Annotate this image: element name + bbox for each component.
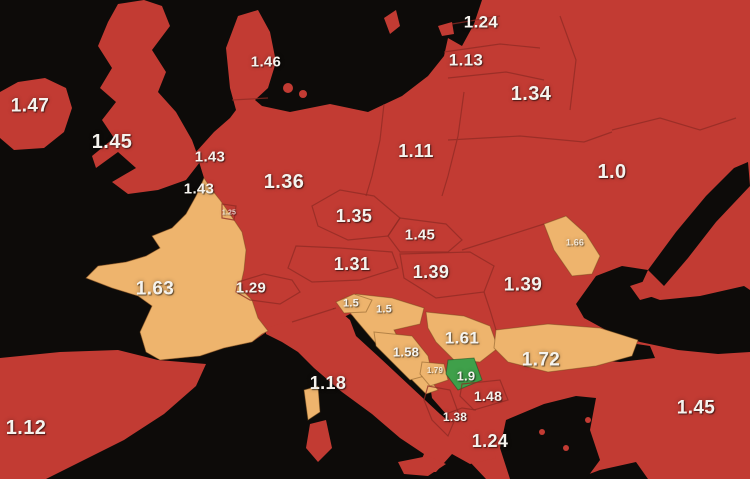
value-label-albania: 1.38 — [442, 410, 468, 424]
country-italy-shape — [266, 308, 496, 472]
value-label-north-macedonia: 1.48 — [473, 388, 503, 404]
country-serbia-shape — [425, 311, 499, 363]
value-label-italy: 1.18 — [309, 373, 347, 393]
country-kosovo-shape — [445, 357, 483, 391]
country-slovakia-border — [387, 217, 463, 253]
country-moldova-shape — [543, 215, 601, 277]
country-united-kingdom-shape — [92, 0, 200, 194]
interior-borders — [231, 15, 737, 415]
country-bulgaria-shape — [493, 323, 639, 373]
value-label-germany: 1.36 — [263, 171, 305, 193]
island-sicily-shape — [398, 456, 446, 476]
country-slovenia-shape — [335, 293, 373, 314]
aegean-sea-shape — [500, 396, 600, 479]
value-label-moldova: 1.66 — [565, 237, 585, 248]
aegean-island-shape — [585, 417, 591, 423]
value-label-bosnia: 1.58 — [392, 344, 420, 360]
value-label-united-kingdom: 1.45 — [91, 131, 133, 153]
value-label-france: 1.63 — [135, 278, 175, 300]
island-zealand-shape — [283, 83, 293, 93]
value-label-bulgaria: 1.72 — [521, 349, 561, 371]
country-spain-shape — [0, 350, 206, 479]
island-corsica-shape — [303, 385, 321, 421]
country-ireland-shape — [0, 78, 72, 150]
aegean-island-shape — [539, 429, 545, 435]
value-label-kosovo: 1.9 — [456, 368, 476, 384]
aegean-island-shape — [563, 445, 569, 451]
value-label-romania: 1.39 — [503, 274, 543, 296]
value-label-ukraine: 1.0 — [597, 161, 627, 183]
value-label-poland: 1.11 — [398, 141, 434, 161]
country-albania-border — [423, 385, 459, 438]
country-switzerland-border — [235, 273, 301, 305]
value-label-switzerland: 1.29 — [235, 279, 267, 297]
island-gotland-shape — [384, 10, 400, 34]
black-sea-shape — [576, 266, 750, 354]
value-label-greece: 1.24 — [471, 431, 509, 451]
island-funen-shape — [299, 90, 307, 98]
value-label-lithuania: 1.13 — [448, 50, 484, 70]
value-label-ireland: 1.47 — [10, 95, 50, 117]
value-label-slovakia: 1.45 — [404, 226, 436, 244]
value-label-denmark: 1.46 — [250, 53, 282, 71]
country-luxembourg-border — [221, 203, 237, 221]
country-north-macedonia-border — [459, 379, 509, 411]
value-label-luxembourg: 1.25 — [221, 209, 237, 217]
island-saaremaa-shape — [438, 22, 454, 36]
value-label-turkey: 1.45 — [676, 397, 716, 419]
value-label-belarus: 1.34 — [510, 83, 552, 105]
island-sardinia-shape — [306, 420, 332, 462]
value-label-serbia: 1.61 — [444, 328, 480, 348]
value-label-austria: 1.31 — [333, 254, 371, 274]
value-label-spain: 1.12 — [5, 417, 47, 439]
value-label-montenegro: 1.79 — [426, 366, 444, 375]
country-france-shape — [85, 176, 269, 361]
value-label-belgium: 1.43 — [183, 180, 215, 198]
value-label-latvia: 1.24 — [463, 12, 499, 32]
sea-of-azov-shape — [648, 162, 750, 286]
country-austria-border — [287, 245, 399, 283]
value-label-croatia: 1.5 — [376, 303, 392, 316]
value-label-czechia: 1.35 — [335, 206, 373, 226]
country-montenegro-shape — [419, 361, 449, 387]
country-bosnia-shape — [373, 331, 433, 381]
crimea-shape — [630, 278, 662, 300]
value-label-slovenia: 1.5 — [343, 297, 359, 310]
value-label-hungary: 1.39 — [412, 262, 450, 282]
value-label-netherlands: 1.43 — [194, 148, 226, 166]
